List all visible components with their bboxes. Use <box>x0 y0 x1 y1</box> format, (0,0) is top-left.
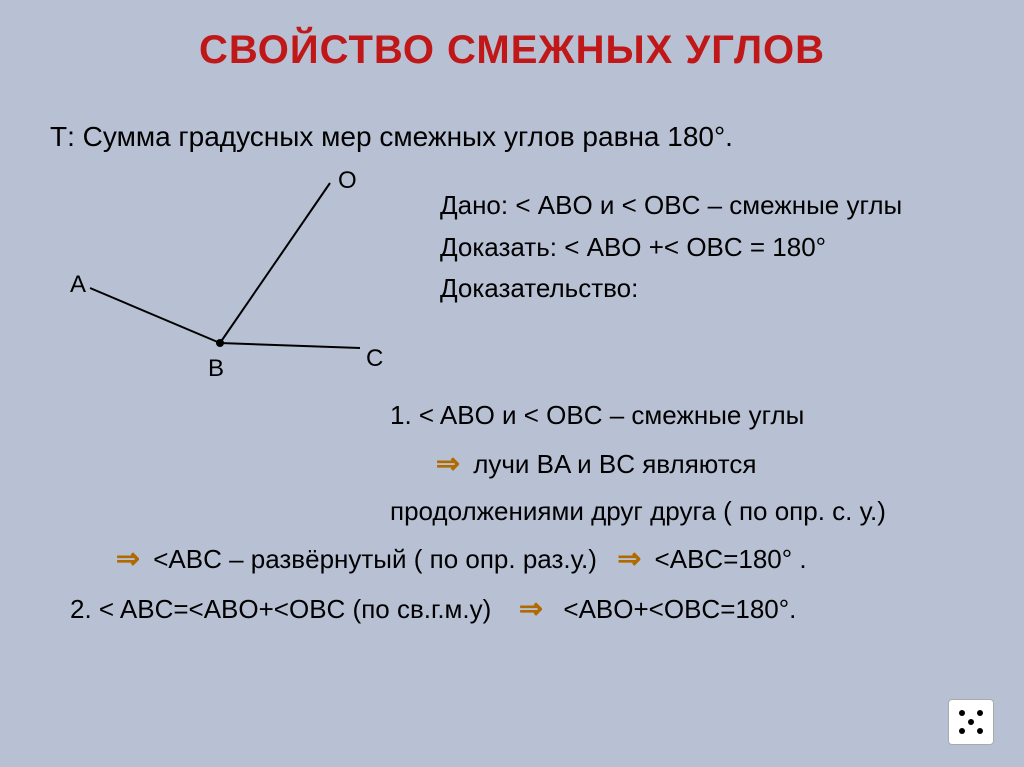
ray-BC <box>220 343 360 348</box>
proof-step-1a: < ABO и < OBC – смежные углы <box>412 400 805 430</box>
label-C: C <box>366 345 383 373</box>
proof-step-2a: <ABC – развёрнутый ( по опр. раз.у.) <box>153 544 597 574</box>
proof-body: 1. < ABO и < OBC – смежные углы ⇒ лучи B… <box>50 393 974 634</box>
ray-BA <box>90 288 220 343</box>
proof-step-1-num: 1. <box>390 400 412 430</box>
proof-step-2b: <ABC=180° . <box>655 544 807 574</box>
proof-label: Доказательство: <box>440 273 638 303</box>
proof-step-1b: лучи BA и BC являются <box>473 449 756 479</box>
label-A: A <box>70 271 86 299</box>
proof-step-2-num: 2. <box>70 594 92 624</box>
implies-icon: ⇒ <box>611 534 647 584</box>
implies-icon: ⇒ <box>430 439 466 489</box>
vertex-dot <box>216 339 224 347</box>
given-label: Дано: <box>440 190 508 220</box>
implies-icon: ⇒ <box>110 534 146 584</box>
prove-text: : < ABO +< OBC = 180° <box>550 232 826 262</box>
page-title: СВОЙСТВО СМЕЖНЫХ УГЛОВ <box>50 28 974 73</box>
diagram-svg <box>50 173 410 383</box>
proof-step-3a: < ABC=<ABO+<OBC (по св.г.м.у) <box>92 594 492 624</box>
label-B: B <box>208 355 224 383</box>
proof-step-1c: продолжениями друг друга ( по опр. с. у.… <box>390 496 886 526</box>
given-block: Дано: < ABO и < OBC – смежные углы Доказ… <box>440 185 902 310</box>
angle-diagram: A B C O <box>50 173 410 383</box>
proof-step-3b: <ABO+<OBC=180°. <box>563 594 796 624</box>
given-text: < ABO и < OBC – смежные углы <box>515 190 902 220</box>
implies-icon: ⇒ <box>513 584 549 634</box>
prove-label: Доказать <box>440 232 550 262</box>
ray-BO <box>220 183 330 343</box>
label-O: O <box>338 167 357 195</box>
dice-icon <box>948 699 994 745</box>
theorem-text: Т: Сумма градусных мер смежных углов рав… <box>50 121 974 153</box>
